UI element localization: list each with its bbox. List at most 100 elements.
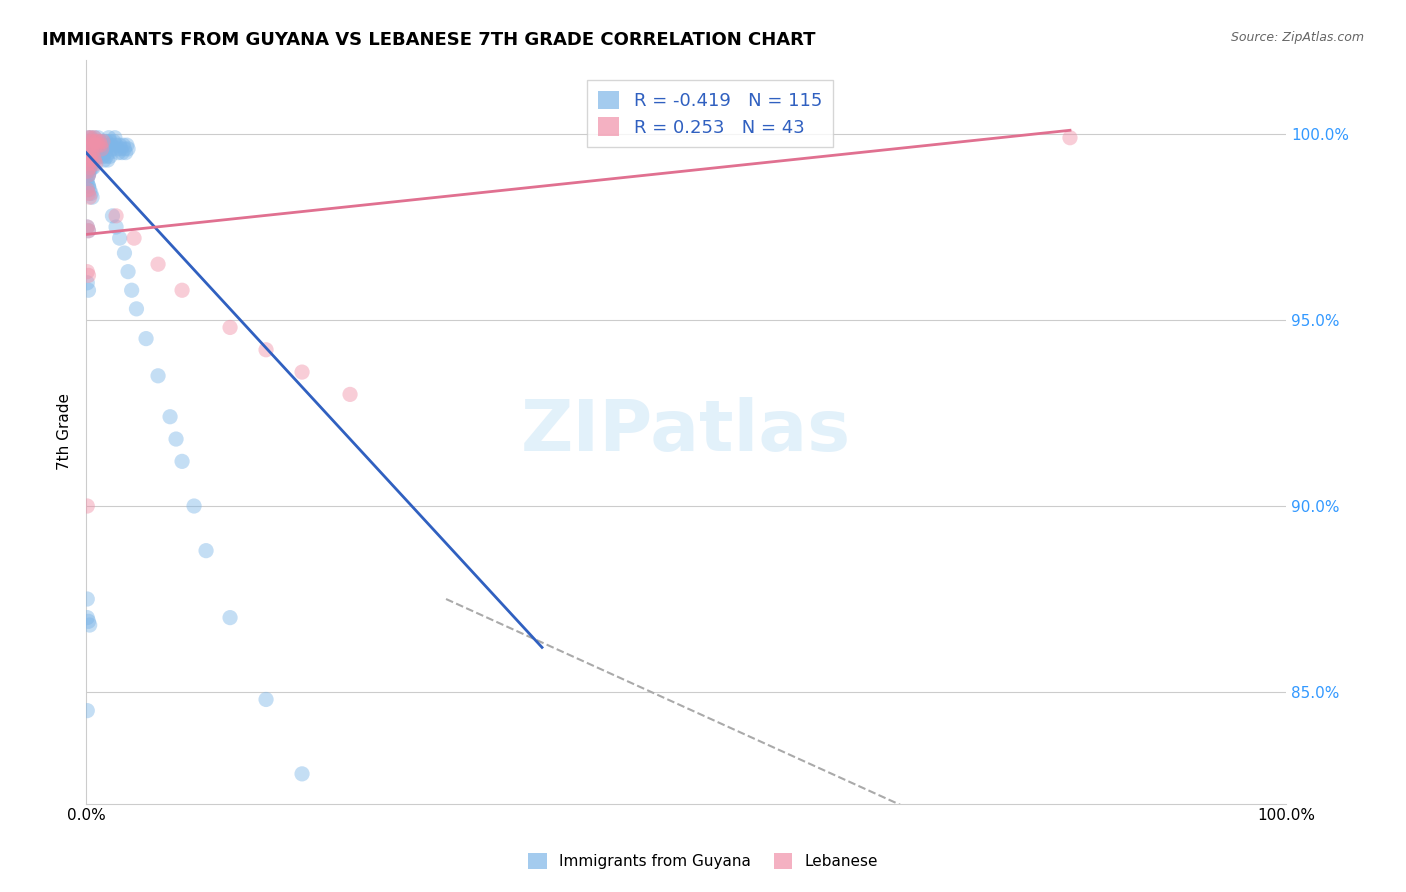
Point xyxy=(108,231,131,245)
Point xyxy=(94,142,117,156)
Point xyxy=(76,499,98,513)
Point xyxy=(90,142,112,156)
Point xyxy=(89,138,111,153)
Point xyxy=(117,142,139,156)
Point xyxy=(105,138,128,153)
Point xyxy=(77,224,100,238)
Point xyxy=(83,130,105,145)
Point xyxy=(100,138,122,153)
Point xyxy=(82,135,104,149)
Point xyxy=(80,157,103,171)
Point xyxy=(79,135,101,149)
Point xyxy=(86,135,108,149)
Point xyxy=(170,283,193,297)
Point xyxy=(79,149,101,163)
Point xyxy=(84,138,107,153)
Point xyxy=(80,138,103,153)
Point xyxy=(97,130,120,145)
Point xyxy=(80,153,103,167)
Point xyxy=(89,142,111,156)
Point xyxy=(77,224,100,238)
Point xyxy=(80,130,103,145)
Point xyxy=(80,130,103,145)
Point xyxy=(114,246,136,260)
Point xyxy=(91,135,114,149)
Point xyxy=(77,130,100,145)
Point xyxy=(101,209,124,223)
Point xyxy=(93,138,115,153)
Point xyxy=(77,179,100,194)
Point xyxy=(77,138,100,153)
Point xyxy=(77,179,100,194)
Legend: Immigrants from Guyana, Lebanese: Immigrants from Guyana, Lebanese xyxy=(522,847,884,875)
Point xyxy=(91,149,114,163)
Point xyxy=(90,145,112,160)
Point xyxy=(89,138,111,153)
Point xyxy=(87,130,110,145)
Point xyxy=(114,142,136,156)
Point xyxy=(104,130,127,145)
Point xyxy=(80,190,103,204)
Point xyxy=(110,142,132,156)
Point xyxy=(79,161,101,175)
Point xyxy=(77,186,100,201)
Text: IMMIGRANTS FROM GUYANA VS LEBANESE 7TH GRADE CORRELATION CHART: IMMIGRANTS FROM GUYANA VS LEBANESE 7TH G… xyxy=(42,31,815,49)
Point xyxy=(79,149,101,163)
Point xyxy=(107,145,129,160)
Point xyxy=(79,161,101,175)
Point xyxy=(79,135,101,149)
Point xyxy=(76,164,98,178)
Point xyxy=(89,149,111,163)
Point xyxy=(219,610,242,624)
Point xyxy=(80,153,103,167)
Point xyxy=(170,454,193,468)
Point xyxy=(76,153,98,167)
Point xyxy=(83,130,105,145)
Point xyxy=(77,268,100,283)
Point xyxy=(76,219,98,234)
Point xyxy=(254,692,277,706)
Point xyxy=(80,161,103,175)
Point xyxy=(76,704,98,718)
Point xyxy=(79,142,101,156)
Point xyxy=(79,183,101,197)
Point xyxy=(89,135,111,149)
Point xyxy=(76,164,98,178)
Point xyxy=(80,153,103,167)
Point xyxy=(117,265,139,279)
Point xyxy=(76,610,98,624)
Point xyxy=(125,301,148,316)
Point xyxy=(77,168,100,182)
Point xyxy=(1059,130,1081,145)
Point xyxy=(76,135,98,149)
Point xyxy=(76,276,98,290)
Point xyxy=(77,157,100,171)
Point xyxy=(103,135,125,149)
Point xyxy=(339,841,361,855)
Point xyxy=(76,153,98,167)
Point xyxy=(291,767,314,781)
Legend: R = -0.419   N = 115, R = 0.253   N = 43: R = -0.419 N = 115, R = 0.253 N = 43 xyxy=(586,79,834,147)
Point xyxy=(77,157,100,171)
Point xyxy=(91,135,114,149)
Point xyxy=(97,138,120,153)
Point xyxy=(76,265,98,279)
Point xyxy=(77,130,100,145)
Point xyxy=(84,135,107,149)
Point xyxy=(76,219,98,234)
Point xyxy=(83,145,105,160)
Point xyxy=(93,153,115,167)
Point xyxy=(84,157,107,171)
Point xyxy=(115,138,138,153)
Point xyxy=(97,153,120,167)
Point xyxy=(77,157,100,171)
Point xyxy=(80,157,103,171)
Point xyxy=(114,145,136,160)
Point xyxy=(80,149,103,163)
Point xyxy=(79,618,101,632)
Point xyxy=(76,157,98,171)
Point xyxy=(82,135,104,149)
Point xyxy=(82,149,104,163)
Point xyxy=(159,409,181,424)
Point xyxy=(135,332,157,346)
